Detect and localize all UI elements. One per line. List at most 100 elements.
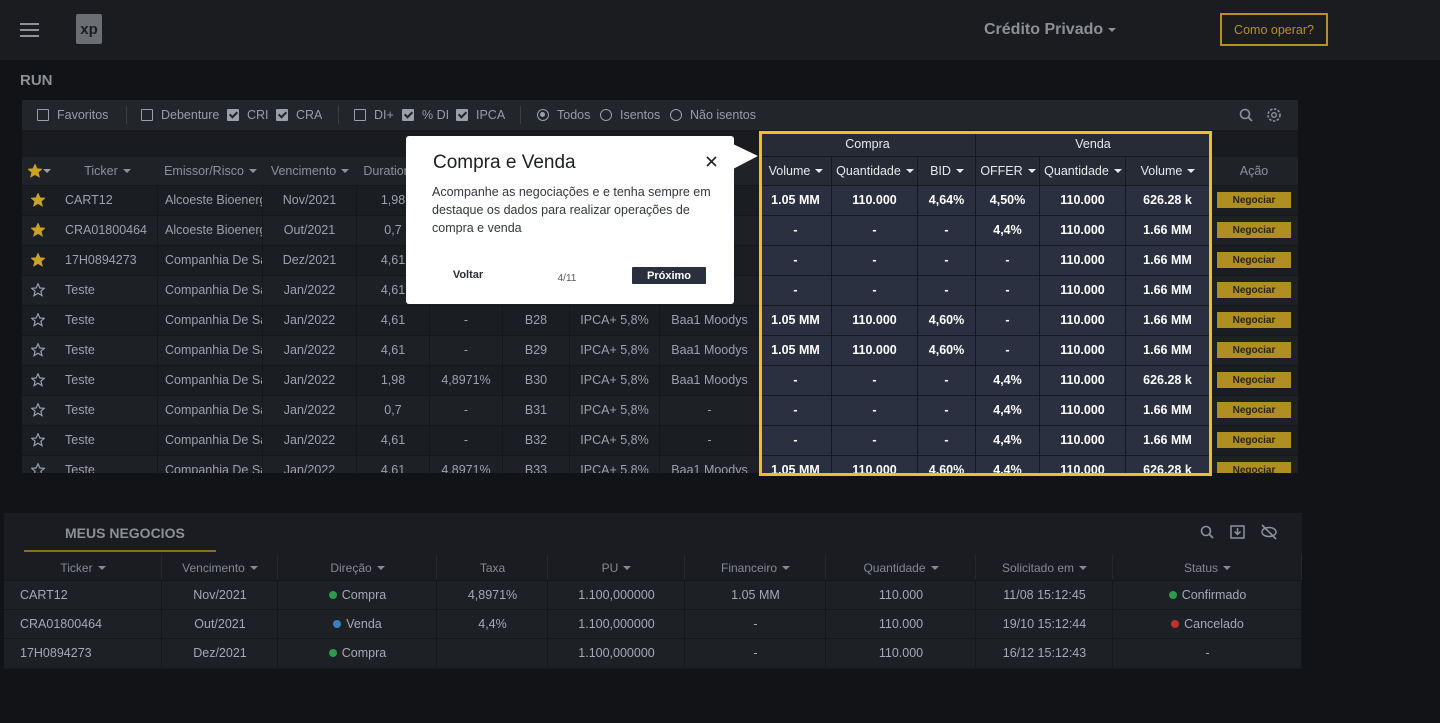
action-button[interactable]: Negociar	[1217, 342, 1291, 358]
favorite-star[interactable]	[31, 313, 45, 327]
cell-border	[1301, 580, 1302, 609]
cell-border	[917, 305, 918, 335]
action-button[interactable]: Negociar	[1217, 372, 1291, 388]
table-cell: Confirmado	[1181, 587, 1247, 602]
column-header[interactable]: Emissor/Risco	[158, 157, 263, 185]
favorite-star[interactable]	[31, 283, 45, 297]
checkbox[interactable]	[141, 109, 153, 121]
table-cell: Venda	[346, 616, 382, 631]
popup-back[interactable]: Voltar	[452, 269, 484, 281]
filter-label[interactable]: CRA	[296, 108, 323, 122]
radio[interactable]	[600, 109, 612, 121]
radio[interactable]	[537, 109, 549, 121]
checkbox[interactable]	[456, 109, 468, 121]
column-header[interactable]: Quantidade	[1040, 157, 1126, 185]
column-header[interactable]: Solicitado em	[976, 555, 1113, 580]
product-selector[interactable]: Crédito Privado	[984, 18, 1116, 42]
checkbox[interactable]	[227, 109, 239, 121]
filter-label[interactable]: CRI	[247, 108, 269, 122]
column-header[interactable]: Ticker	[57, 157, 158, 185]
column-header[interactable]: Ticker	[4, 555, 162, 580]
toolbar-icons[interactable]	[1238, 107, 1284, 125]
cell-border	[1301, 609, 1302, 638]
favorite-star[interactable]	[31, 343, 45, 357]
cell-border	[429, 305, 430, 335]
cell-border	[659, 335, 660, 365]
table-cell: 110.000	[1060, 313, 1105, 327]
action-button[interactable]: Negociar	[1217, 432, 1291, 448]
filter-label[interactable]: % DI	[422, 108, 450, 122]
radio-label[interactable]: Todos	[557, 108, 591, 122]
radio-label[interactable]: Não isentos	[690, 108, 757, 122]
column-header[interactable]: Volume	[760, 157, 832, 185]
cell-border	[262, 245, 263, 275]
table-cell: 4,61	[380, 313, 406, 327]
table-cell: 4,60%	[928, 463, 965, 473]
table-cell: -	[793, 403, 798, 417]
table-cell: B28	[524, 313, 548, 327]
favorite-star[interactable]	[31, 223, 45, 237]
table-cell: 1.66 MM	[1143, 313, 1192, 327]
checkbox[interactable]	[354, 109, 366, 121]
cell-border	[356, 275, 357, 305]
column-header[interactable]: Vencimento	[263, 157, 357, 185]
cell-border	[157, 245, 158, 275]
table-cell: Nov/2021	[282, 193, 337, 207]
favorite-star[interactable]	[31, 403, 45, 417]
favorite-star[interactable]	[31, 463, 45, 473]
action-button[interactable]: Negociar	[1217, 252, 1291, 268]
filter-label[interactable]: IPCA	[476, 108, 506, 122]
popup-close[interactable]	[706, 156, 717, 167]
cell-border	[262, 215, 263, 245]
action-button[interactable]: Negociar	[1217, 192, 1291, 208]
table-cell: -	[872, 403, 877, 417]
column-header[interactable]: Quantidade	[826, 555, 976, 580]
filter-label[interactable]: DI+	[374, 108, 394, 122]
cell-border	[917, 275, 918, 305]
column-header[interactable]: Volume	[1126, 157, 1210, 185]
help-button[interactable]: Como operar?	[1220, 13, 1328, 46]
column-header[interactable]: Direção	[278, 555, 437, 580]
table-cell: -	[463, 343, 469, 357]
column-header[interactable]: Duration	[357, 157, 430, 185]
deals-icons[interactable]	[1199, 524, 1281, 542]
action-button[interactable]: Negociar	[1217, 402, 1291, 418]
popup-next[interactable]: Próximo	[632, 267, 706, 284]
radio[interactable]	[670, 109, 682, 121]
action-button[interactable]: Negociar	[1217, 312, 1291, 328]
table-cell: 1.05 MM	[771, 193, 820, 207]
column-header[interactable]: Vencimento	[162, 555, 278, 580]
favorite-star[interactable]	[31, 253, 45, 267]
table-row-highlight	[760, 215, 1210, 245]
table-cell: Companhia De Sar	[165, 463, 262, 473]
cell-border	[356, 305, 357, 335]
cell-border	[684, 638, 685, 667]
cell-border	[917, 365, 918, 395]
checkbox[interactable]	[402, 109, 414, 121]
cell-border	[356, 365, 357, 395]
favorite-star[interactable]	[31, 193, 45, 207]
column-header[interactable]: Financeiro	[685, 555, 826, 580]
favorite-star[interactable]	[31, 373, 45, 387]
column-header[interactable]: Quantidade	[832, 157, 918, 185]
action-button[interactable]: Negociar	[1217, 222, 1291, 238]
column-header[interactable]: BID	[918, 157, 976, 185]
cell-border	[975, 245, 976, 275]
table-cell: 4,4%	[993, 463, 1022, 473]
filter-label[interactable]: Debenture	[161, 108, 220, 122]
table-cell: -	[944, 403, 949, 417]
action-button[interactable]: Negociar	[1217, 462, 1291, 473]
checkbox[interactable]	[276, 109, 288, 121]
logo[interactable]: xp	[76, 14, 102, 44]
checkbox[interactable]	[37, 109, 49, 121]
column-header[interactable]: PU	[548, 555, 685, 580]
radio-label[interactable]: Isentos	[620, 108, 661, 122]
favorite-star[interactable]	[31, 433, 45, 447]
column-header[interactable]: OFFER	[976, 157, 1040, 185]
table-cell: -	[463, 433, 469, 447]
action-button[interactable]: Negociar	[1217, 282, 1291, 298]
cell-border	[831, 455, 832, 473]
menu-icon[interactable]	[20, 22, 40, 38]
column-header[interactable]: Status	[1113, 555, 1302, 580]
filter-label[interactable]: Favoritos	[57, 108, 109, 122]
